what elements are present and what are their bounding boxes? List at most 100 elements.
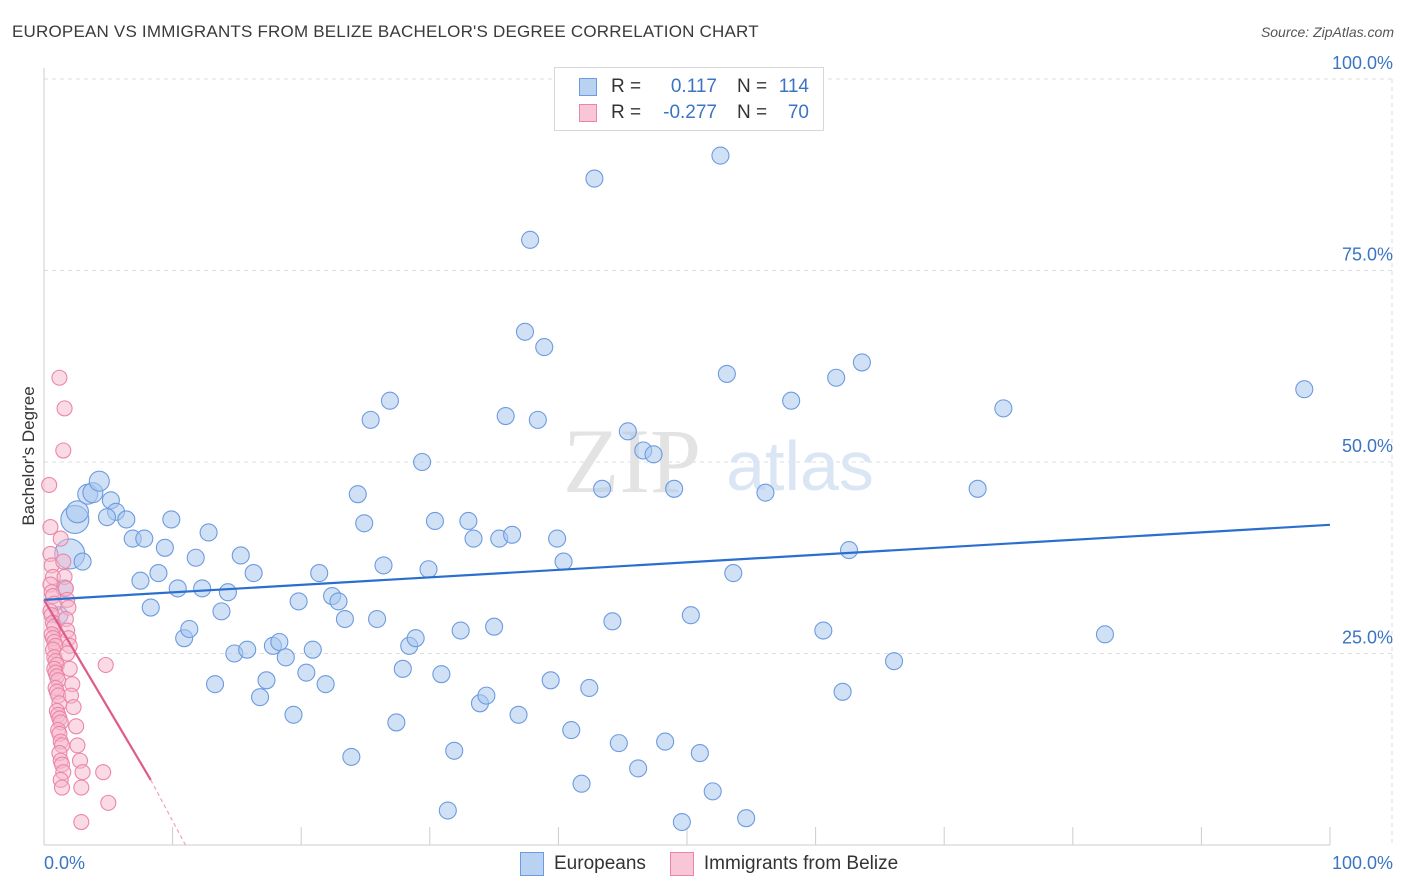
point-belize — [68, 718, 85, 735]
point-europeans — [88, 470, 110, 492]
point-europeans — [580, 678, 599, 698]
point-europeans — [135, 529, 154, 548]
point-belize — [65, 699, 82, 716]
point-europeans — [515, 322, 535, 341]
point-europeans — [361, 410, 380, 429]
source-label: Source: ZipAtlas.com — [1260, 24, 1394, 40]
point-europeans — [618, 422, 637, 441]
point-europeans — [238, 640, 257, 659]
trend-line-europeans — [43, 523, 1331, 601]
point-europeans — [193, 579, 212, 598]
r-value: 0.117 — [670, 76, 717, 97]
point-europeans — [717, 364, 736, 383]
chart-title: EUROPEAN VS IMMIGRANTS FROM BELIZE BACHE… — [12, 22, 759, 41]
y-tick-label: 50.0% — [1342, 436, 1393, 456]
x-tick-label: 0.0% — [44, 853, 85, 873]
point-belize — [100, 794, 117, 811]
point-europeans — [672, 812, 691, 832]
y-tick-label: 75.0% — [1342, 245, 1393, 265]
point-europeans — [270, 632, 289, 652]
point-europeans — [562, 721, 581, 740]
point-belize — [74, 764, 91, 781]
point-europeans — [218, 583, 237, 602]
point-europeans — [205, 675, 225, 694]
point-belize — [53, 779, 71, 796]
point-europeans — [97, 508, 117, 527]
point-europeans — [355, 514, 374, 533]
blue-swatch — [579, 78, 597, 96]
point-belize — [97, 656, 114, 674]
point-europeans — [852, 353, 871, 372]
point-europeans — [284, 705, 303, 724]
point-europeans — [438, 801, 457, 820]
point-europeans — [737, 809, 756, 828]
point-europeans — [833, 682, 852, 701]
point-europeans — [593, 479, 612, 498]
point-europeans — [393, 659, 412, 678]
point-europeans — [212, 602, 231, 621]
point-europeans — [374, 556, 393, 575]
watermark: ZIP atlas — [563, 410, 874, 512]
point-europeans — [535, 338, 554, 357]
point-europeans — [162, 510, 181, 529]
point-europeans — [276, 648, 295, 667]
point-europeans — [419, 560, 438, 579]
watermark-atlas: atlas — [726, 427, 874, 505]
point-europeans — [994, 399, 1013, 418]
point-europeans — [244, 564, 263, 583]
point-europeans — [477, 686, 496, 705]
point-europeans — [711, 146, 730, 165]
legend-item-europeans[interactable]: Europeans — [520, 852, 646, 876]
point-europeans — [464, 529, 483, 548]
point-europeans — [451, 621, 470, 640]
point-europeans — [380, 391, 399, 410]
point-europeans — [1095, 625, 1114, 644]
point-europeans — [141, 598, 160, 617]
point-europeans — [445, 741, 464, 760]
point-europeans — [250, 688, 270, 707]
point-europeans — [168, 579, 187, 598]
point-europeans — [528, 410, 547, 429]
n-value: 70 — [787, 102, 809, 123]
point-belize — [95, 764, 112, 781]
point-europeans — [782, 391, 801, 410]
point-europeans — [541, 671, 560, 690]
series-belize — [41, 369, 117, 831]
point-europeans — [496, 406, 515, 426]
point-europeans — [656, 732, 675, 751]
point-europeans — [609, 734, 628, 753]
y-tick-label: 100.0% — [1332, 53, 1393, 73]
point-belize — [73, 813, 90, 831]
point-belize — [41, 476, 58, 494]
y-axis-label: Bachelor's Degree — [19, 386, 38, 525]
point-europeans — [413, 452, 432, 472]
r-label: R = — [611, 76, 642, 97]
point-europeans — [257, 671, 276, 690]
point-europeans — [73, 552, 92, 571]
point-europeans — [231, 546, 250, 565]
r-label: R = — [611, 102, 642, 123]
n-label: N = — [737, 102, 768, 123]
point-belize — [61, 660, 78, 677]
point-europeans — [665, 479, 684, 498]
legend-label-belize: Immigrants from Belize — [703, 853, 899, 874]
point-europeans — [329, 592, 348, 611]
point-europeans — [724, 564, 743, 583]
legend-label-europeans: Europeans — [554, 853, 646, 874]
point-europeans — [827, 368, 846, 387]
trend-line-belize — [43, 599, 152, 781]
point-europeans — [297, 663, 316, 682]
trend-line-belize-extension — [150, 779, 187, 846]
point-europeans — [756, 483, 775, 502]
point-europeans — [65, 500, 89, 524]
point-europeans — [348, 485, 367, 504]
point-europeans — [585, 169, 604, 188]
n-label: N = — [737, 76, 768, 97]
point-europeans — [387, 713, 406, 732]
series-europeans — [50, 146, 1314, 832]
point-europeans — [548, 529, 567, 548]
point-europeans — [310, 564, 329, 583]
legend-item-belize[interactable]: Immigrants from Belize — [669, 852, 899, 876]
point-europeans — [155, 538, 174, 557]
point-belize — [56, 400, 73, 417]
